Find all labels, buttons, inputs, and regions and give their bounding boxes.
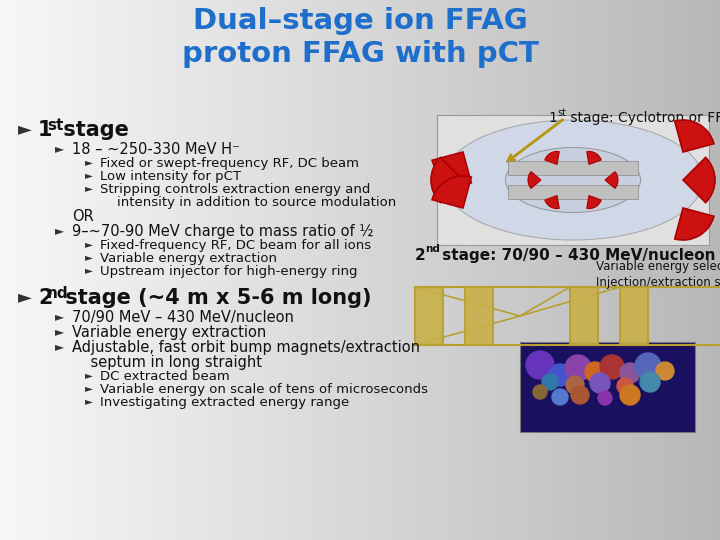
FancyBboxPatch shape [508,161,638,175]
Text: Adjustable, fast orbit bump magnets/extraction: Adjustable, fast orbit bump magnets/extr… [72,340,420,355]
Text: Variable energy on scale of tens of microseconds: Variable energy on scale of tens of micr… [100,383,428,396]
Text: septum in long straight: septum in long straight [72,355,262,370]
FancyBboxPatch shape [508,185,638,199]
Text: ►: ► [85,265,93,275]
Text: 2: 2 [38,288,53,308]
Circle shape [552,389,568,405]
FancyBboxPatch shape [465,287,493,345]
Text: Investigating extracted energy range: Investigating extracted energy range [100,396,349,409]
Wedge shape [431,157,463,202]
Text: Variable energy selection:
Injection/extraction straight: Variable energy selection: Injection/ext… [596,260,720,289]
Circle shape [566,376,584,394]
Text: Stripping controls extraction energy and: Stripping controls extraction energy and [100,183,370,196]
Circle shape [590,373,610,393]
Text: nd: nd [47,286,68,301]
Text: ►: ► [18,120,32,138]
Circle shape [542,374,558,390]
Circle shape [565,355,591,381]
Circle shape [600,355,624,379]
Text: ►: ► [55,310,64,323]
Text: ►: ► [85,396,93,406]
Text: 18 – ~250-330 MeV H⁻: 18 – ~250-330 MeV H⁻ [72,142,240,157]
Text: ►: ► [85,157,93,167]
Ellipse shape [505,147,641,213]
Text: ►: ► [18,288,32,306]
Wedge shape [545,195,559,208]
Text: Fixed-frequency RF, DC beam for all ions: Fixed-frequency RF, DC beam for all ions [100,239,371,252]
Text: Variable energy extraction: Variable energy extraction [100,252,277,265]
Circle shape [585,362,605,382]
Text: stage: Cyclotron or FFAG: stage: Cyclotron or FFAG [566,111,720,125]
FancyBboxPatch shape [570,287,598,345]
Wedge shape [432,152,472,184]
Circle shape [526,351,554,379]
Text: ►: ► [55,224,64,237]
Text: Fixed or swept-frequency RF, DC beam: Fixed or swept-frequency RF, DC beam [100,157,359,170]
Text: stage: 70/90 – 430 MeV/nucleon ions: stage: 70/90 – 430 MeV/nucleon ions [437,248,720,263]
Wedge shape [545,151,559,164]
Wedge shape [528,172,541,188]
Text: ►: ► [85,239,93,249]
Circle shape [549,364,571,386]
Text: ►: ► [55,142,64,155]
Text: ►: ► [85,170,93,180]
FancyBboxPatch shape [620,287,648,345]
Text: nd: nd [425,244,440,254]
Wedge shape [432,176,472,208]
Wedge shape [587,151,601,164]
Circle shape [598,391,612,405]
Wedge shape [675,208,714,240]
Text: Upstream injector for high-energy ring: Upstream injector for high-energy ring [100,265,358,278]
Text: Low intensity for pCT: Low intensity for pCT [100,170,241,183]
Wedge shape [587,195,601,208]
FancyBboxPatch shape [437,115,709,245]
Circle shape [620,385,640,405]
Text: ►: ► [85,252,93,262]
Circle shape [617,378,633,394]
Text: ►: ► [55,340,64,353]
Text: 9–~70-90 MeV charge to mass ratio of ½: 9–~70-90 MeV charge to mass ratio of ½ [72,224,374,239]
Ellipse shape [443,120,703,240]
Circle shape [571,386,589,404]
Text: ►: ► [85,183,93,193]
Text: 1: 1 [548,111,557,125]
Text: 70/90 MeV – 430 MeV/nucleon: 70/90 MeV – 430 MeV/nucleon [72,310,294,325]
Text: st: st [557,108,566,118]
FancyBboxPatch shape [520,342,695,432]
Wedge shape [675,120,714,152]
Text: 2: 2 [415,248,426,263]
Text: Dual–stage ion FFAG
proton FFAG with pCT: Dual–stage ion FFAG proton FFAG with pCT [181,7,539,69]
Text: DC extracted beam: DC extracted beam [100,370,230,383]
Text: ►: ► [85,383,93,393]
Text: ►: ► [85,370,93,380]
Wedge shape [605,172,618,188]
Circle shape [620,363,640,383]
Circle shape [640,372,660,392]
Text: intensity in addition to source modulation: intensity in addition to source modulati… [100,196,396,209]
Text: OR: OR [72,209,94,224]
Text: st: st [47,118,63,133]
Circle shape [656,362,674,380]
Text: ►: ► [55,325,64,338]
FancyBboxPatch shape [415,287,443,345]
Circle shape [533,385,547,399]
Wedge shape [683,157,715,202]
Text: Variable energy extraction: Variable energy extraction [72,325,266,340]
Circle shape [635,353,661,379]
Text: stage: stage [56,120,129,140]
Text: stage (~4 m x 5-6 m long): stage (~4 m x 5-6 m long) [58,288,372,308]
Text: 1: 1 [38,120,53,140]
